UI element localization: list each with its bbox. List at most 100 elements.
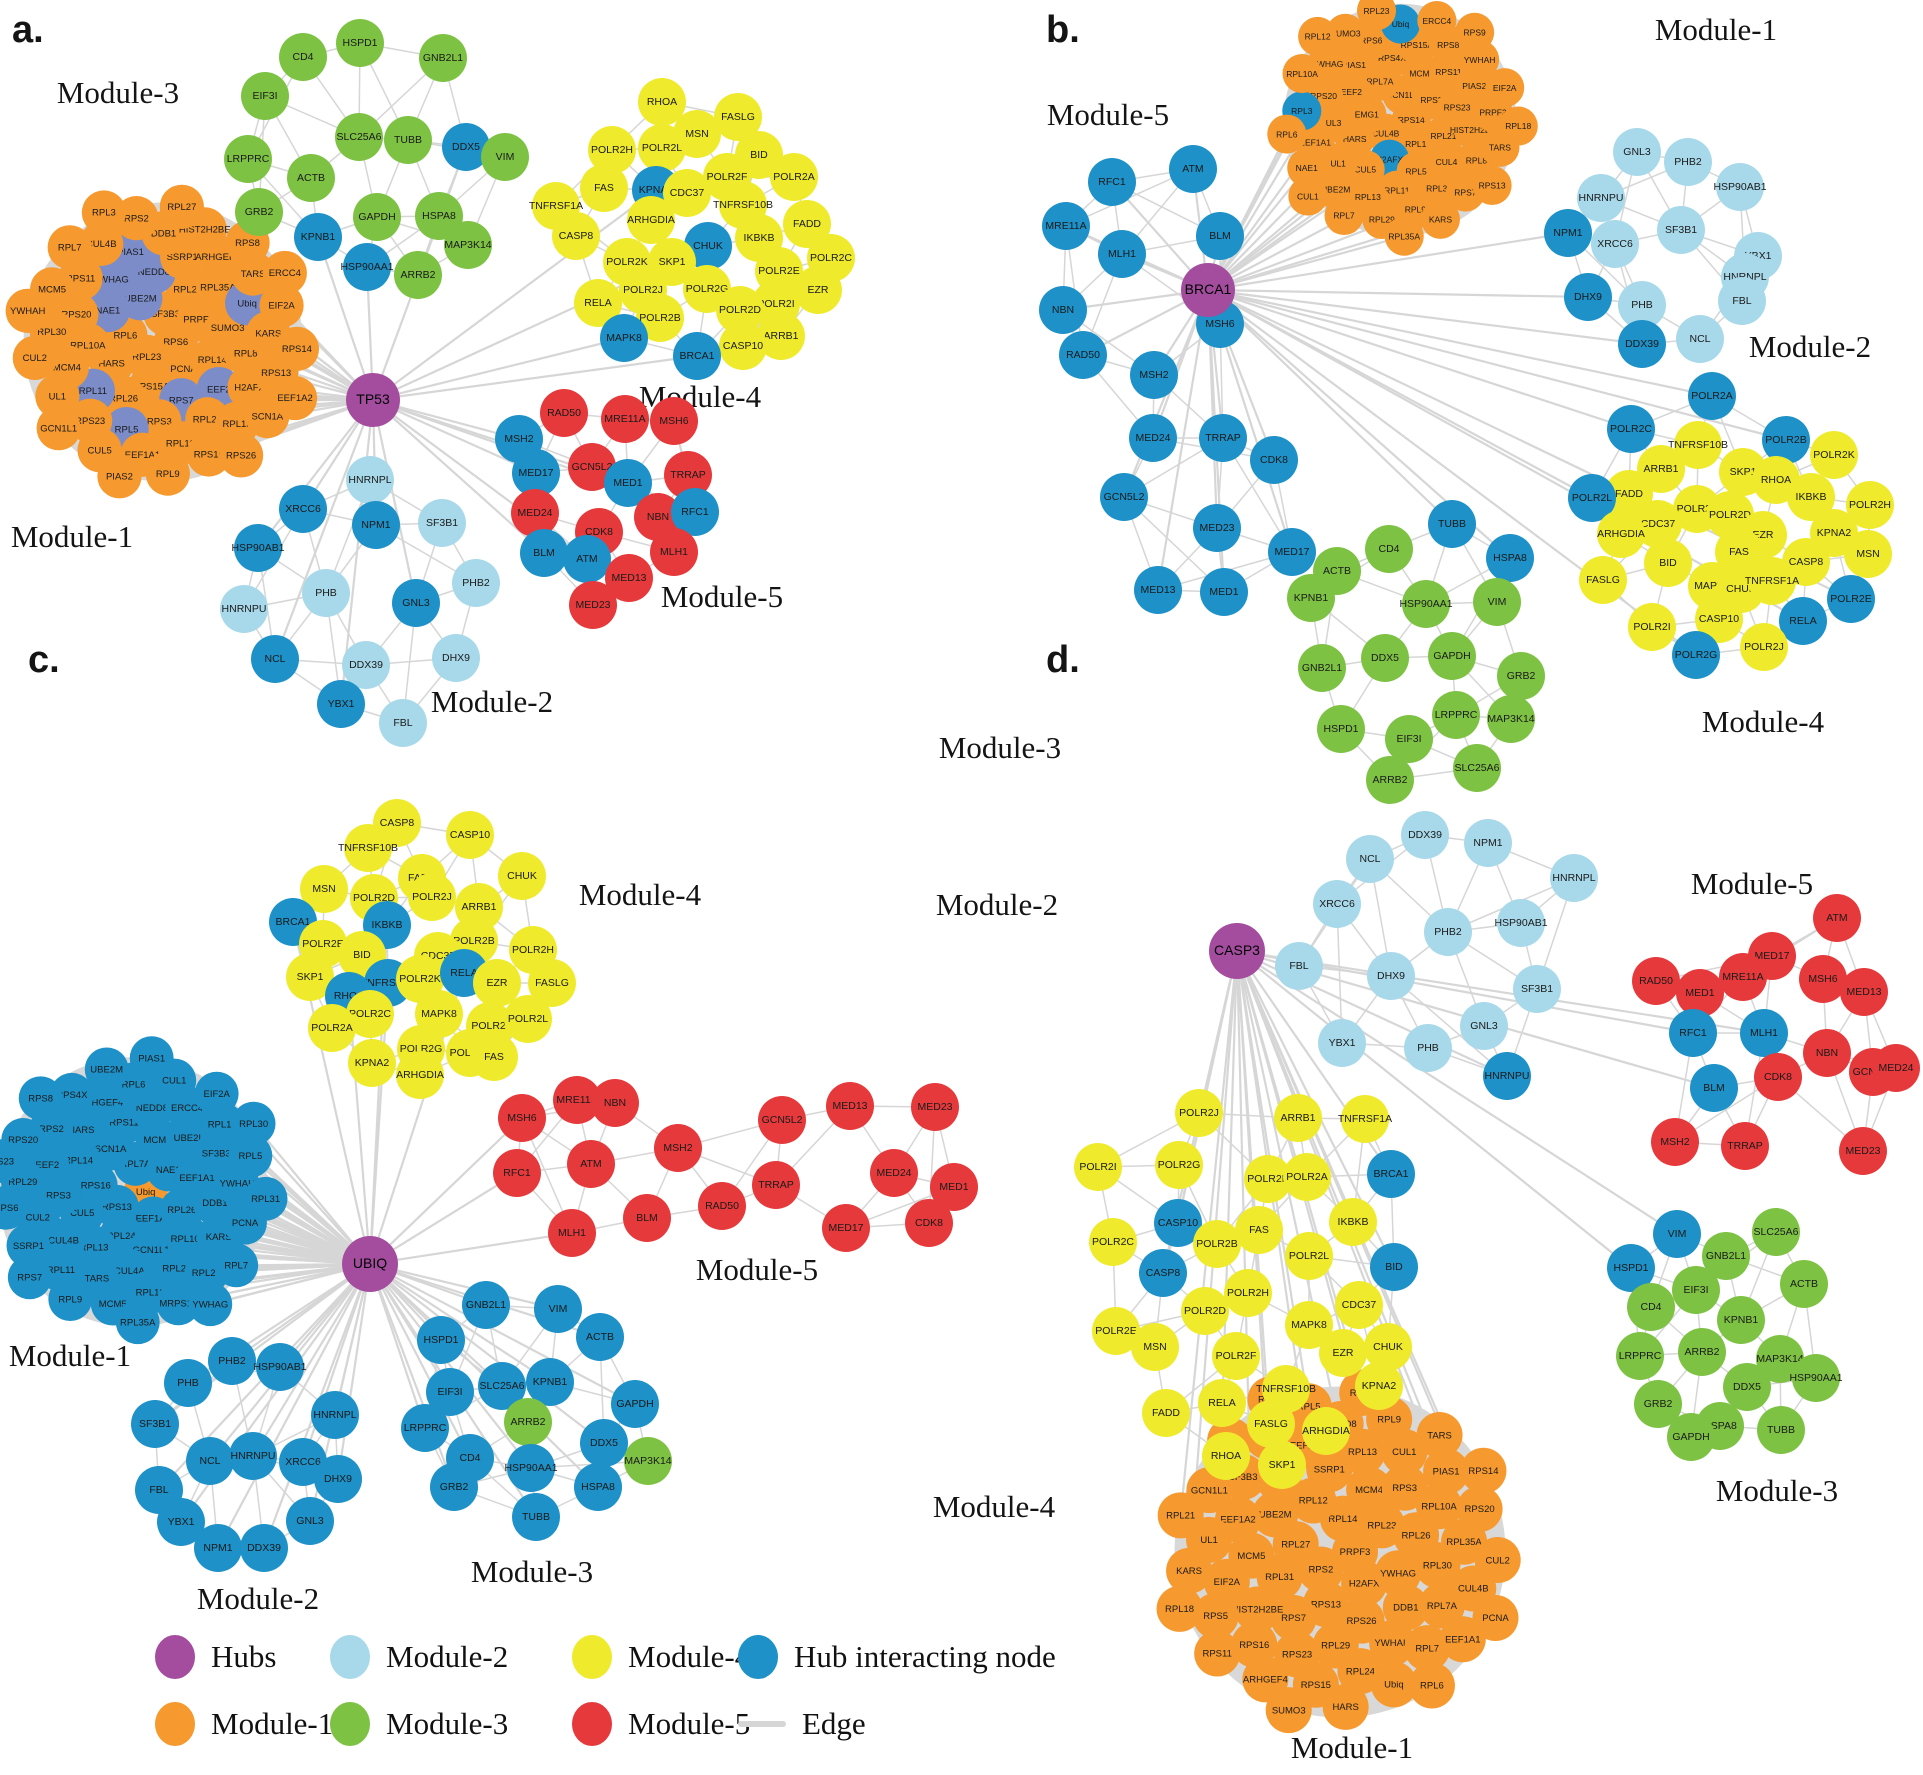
node-label: CD4 [1378, 543, 1399, 555]
node-label: FADD [1615, 488, 1643, 500]
node-label: XRCC6 [1597, 238, 1633, 250]
node-label: RPS8 [1437, 40, 1459, 50]
node-HSP90AB1: HSP90AB1 [231, 524, 285, 572]
node-label: CHUK [507, 870, 537, 882]
node-label: NBN [647, 511, 669, 523]
node-MED17: MED17 [822, 1204, 870, 1252]
node-CHUK: CHUK [498, 852, 546, 900]
node-MRPS16: MRPS16 [156, 1281, 201, 1326]
node-POLR2H: POLR2H [588, 126, 636, 174]
node-label: RPL24 [107, 1231, 136, 1242]
node-GNB2L1: GNB2L1 [419, 34, 467, 82]
node-label: GNB2L1 [423, 52, 463, 64]
node-label: SLC25A6 [1754, 1226, 1799, 1238]
node-MRE11A: MRE11A [601, 395, 649, 443]
node-label: CASP10 [450, 829, 490, 841]
node-label: SUMO3 [1272, 1705, 1306, 1716]
node-label: RPL11 [1384, 185, 1410, 195]
node-GAPDH: GAPDH [353, 193, 401, 241]
node-label: MCM5 [38, 285, 66, 296]
node-label: GRB2 [1507, 670, 1536, 682]
node-label: RPL23 [162, 1264, 191, 1275]
node-KARS: KARS [1166, 1547, 1213, 1594]
node-label: RPL13 [1348, 1447, 1377, 1458]
node-label: RPL35A [200, 283, 236, 294]
node-label: CUL1 [1392, 1447, 1416, 1458]
panel-d: PRPF3 RPS2 RPL14 H2AFX RPL27 RPL23 RPS13 RPL12 Y… [933, 639, 1920, 1765]
node-label: POLR2A [311, 1022, 352, 1034]
node-EEF1A1: EEF1A1 [1439, 1616, 1486, 1663]
node-label: HARS [68, 1125, 94, 1136]
node-label: MED17 [518, 467, 553, 479]
node-label: NPM1 [203, 1542, 232, 1554]
node-label: RPL30 [37, 327, 66, 338]
node-HNRNPL: HNRNPL [311, 1391, 359, 1439]
node-FASLG: FASLG [1247, 1400, 1295, 1448]
node-label: MCM4 [143, 1135, 171, 1146]
node-label: RPS6 [163, 337, 188, 348]
node-label: HARS [1343, 134, 1367, 144]
node-label: HSP90AB1 [231, 542, 284, 554]
node-label: HIST2H2BE [179, 225, 231, 236]
node-label: TRRAP [1205, 432, 1241, 444]
node-label: PIAS1 [138, 1053, 165, 1064]
node-label: IKBKB [1338, 1216, 1369, 1228]
node-RPL35A: RPL35A [115, 1300, 160, 1345]
node-KPNA2: KPNA2 [348, 1039, 396, 1087]
node-RFC1: RFC1 [493, 1149, 541, 1197]
node-label: GAPDH [358, 211, 395, 223]
node-PIAS2: PIAS2 [97, 454, 142, 499]
node-MLH1: MLH1 [548, 1209, 596, 1257]
node-label: HSP90AA1 [1399, 598, 1452, 610]
node-label: CUL4B [1372, 128, 1400, 138]
node-label: DDX39 [349, 659, 383, 671]
node-label: ATM [576, 553, 597, 565]
hub-label: UBIQ [353, 1255, 387, 1271]
legend-label: Module-1 [211, 1706, 334, 1741]
node-label: TNFRSF1A [1338, 1113, 1392, 1125]
node-label: TRRAP [758, 1179, 794, 1191]
node-EIF3I: EIF3I [1672, 1266, 1720, 1314]
node-DHX9: DHX9 [314, 1455, 362, 1503]
node-GCN5L2: GCN5L2 [568, 443, 616, 491]
node-label: RPL12 [136, 1287, 165, 1298]
node-label: RPL29 [173, 284, 202, 295]
node-MLH1: MLH1 [650, 528, 698, 576]
node-RPS20: RPS20 [1456, 1485, 1503, 1532]
node-label: ARRB2 [510, 1416, 545, 1428]
node-RPL18: RPL18 [1498, 106, 1538, 146]
node-label: RFC1 [1098, 176, 1126, 188]
node-DDX39: DDX39 [240, 1524, 288, 1572]
node-label: MED1 [1685, 987, 1714, 999]
node-RELA: RELA [1198, 1379, 1246, 1427]
node-label: POLR2C [1092, 1236, 1134, 1248]
node-RPS5: RPS5 [1192, 1592, 1239, 1639]
node-label: BID [1659, 557, 1677, 569]
node-label: MSH2 [504, 433, 533, 445]
node-label: ARRB1 [1280, 1112, 1315, 1124]
node-NCL: NCL [1676, 315, 1724, 363]
node-label: POLR2K [606, 256, 647, 268]
node-label: POLR2H [1227, 1287, 1269, 1299]
node-ERCC4: ERCC4 [1417, 1, 1457, 41]
node-label: RPS13 [1311, 1599, 1341, 1610]
node-label: POLR2D [1709, 509, 1751, 521]
node-label: RPS16 [194, 450, 224, 461]
node-label: RPS3 [46, 1190, 71, 1201]
node-label: RPL31 [251, 1194, 280, 1205]
node-label: ACTB [1323, 565, 1351, 577]
node-RELA: RELA [1779, 597, 1827, 645]
node-HSPD1: HSPD1 [1317, 705, 1365, 753]
node-MAP3K14: MAP3K14 [1487, 695, 1535, 743]
node-label: Ubiq [136, 1187, 156, 1198]
node-HSP90AA1: HSP90AA1 [1789, 1354, 1843, 1402]
node-label: BRCA1 [1373, 1168, 1408, 1180]
node-label: POLR2H [1849, 499, 1891, 511]
node-label: SLC25A6 [337, 131, 382, 143]
node-DDX5: DDX5 [442, 123, 490, 171]
node-label: UBE2M [1259, 1510, 1292, 1521]
module-label-module-1: Module-1 [9, 1338, 131, 1373]
node-HNRNPL: HNRNPL [346, 456, 394, 504]
